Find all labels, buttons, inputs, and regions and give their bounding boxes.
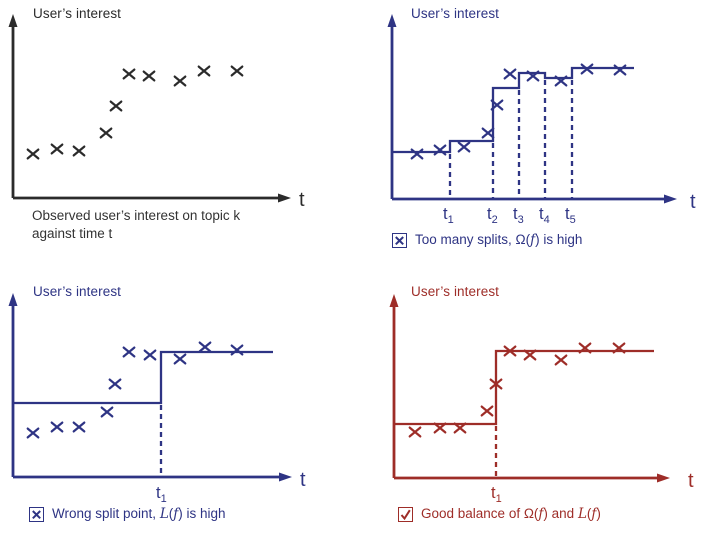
x-mark-point [122,346,136,358]
x-mark-point [457,141,471,153]
panel-title-too-many-splits: User’s interest [411,6,500,21]
x-mark-point [490,99,504,111]
y-axis-arrow-icon [8,293,18,306]
panel-title-observed: User’s interest [33,6,122,21]
x-mark-point [99,127,113,139]
x-mark-point [173,75,187,87]
step-function-line [392,66,634,154]
panel-title-wrong-split: User’s interest [33,284,122,299]
x-mark-point [433,144,447,156]
x-mark-point [122,68,136,80]
split-tick-label: t1 [443,205,454,226]
scatter-points [26,65,244,160]
panel-wrong-split: t t1 [8,293,306,505]
x-mark-point [580,63,594,75]
caption-text: Wrong split point, L(f) is high [52,506,226,522]
x-mark-point [612,342,626,354]
checkmark-box-icon [398,506,413,522]
caption-text: Good balance of Ω(f) and L(f) [421,506,601,522]
x-mark-point [198,341,212,353]
x-mark-point [26,427,40,439]
y-axis-arrow-icon [8,14,18,27]
x-mark-point [72,145,86,157]
x-mark-point [109,100,123,112]
x-box-icon [29,506,44,522]
scatter-points [408,342,626,438]
x-mark-point [523,349,537,361]
x-mark-point [173,353,187,365]
x-mark-point [197,65,211,77]
x-axis-arrow-icon [279,472,292,482]
scatter-points [26,341,244,439]
split-tick-label: t1 [156,484,167,505]
panel-good-balance: t t1 [389,294,694,505]
y-axis-arrow-icon [387,14,397,27]
x-mark-point [554,354,568,366]
x-mark-point [230,65,244,77]
x-mark-point [503,68,517,80]
x-axis-arrow-icon [664,194,677,204]
x-mark-point [408,426,422,438]
x-mark-point [230,344,244,356]
x-mark-point [489,378,503,390]
x-mark-point [410,148,424,160]
x-mark-point [613,64,627,76]
x-mark-point [142,70,156,82]
scatter-points [410,63,627,160]
x-mark-point [453,422,467,434]
x-mark-point [108,378,122,390]
step-function-line [394,349,654,426]
x-mark-point [50,421,64,433]
x-mark-point [143,349,157,361]
y-axis-arrow-icon [389,294,399,307]
x-mark-point [433,422,447,434]
observed-panel-description: Observed user’s interest on topic k agai… [32,207,240,243]
x-box-icon [392,232,407,248]
caption-too-many-splits: Too many splits, Ω(f) is high [392,232,582,248]
x-axis-arrow-icon [278,193,291,203]
caption-good-balance: Good balance of Ω(f) and L(f) [398,506,601,522]
caption-wrong-split: Wrong split point, L(f) is high [29,506,226,522]
x-axis-label: t [300,469,306,491]
step-function-line [13,350,273,405]
panel-title-good-balance: User’s interest [411,284,500,299]
split-tick-label: t5 [565,205,576,226]
x-axis-arrow-icon [657,473,670,483]
x-mark-point [480,405,494,417]
x-mark-point [578,342,592,354]
x-mark-point [26,148,40,160]
description-line-2: against time t [32,226,113,241]
x-mark-point [50,143,64,155]
x-mark-point [72,421,86,433]
panel-too-many-splits: t t1 t2 t3 t4 t5 [387,14,696,226]
x-mark-point [526,70,540,82]
description-line-1: Observed user’s interest on topic k [32,208,241,223]
x-mark-point [481,127,495,139]
x-mark-point [554,75,568,87]
split-tick-label: t3 [513,205,524,226]
x-axis-label: t [690,191,696,213]
x-mark-point [100,406,114,418]
panel-observed: t [8,14,305,211]
x-axis-label: t [299,189,305,211]
split-tick-label: t4 [539,205,550,226]
caption-text: Too many splits, Ω(f) is high [415,232,583,248]
split-tick-label: t1 [491,484,502,505]
x-axis-label: t [688,470,694,492]
x-mark-point [503,345,517,357]
split-tick-label: t2 [487,205,498,226]
